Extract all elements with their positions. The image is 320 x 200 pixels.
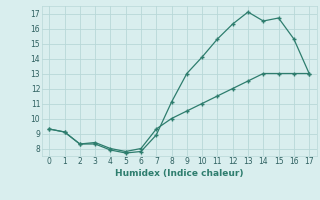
X-axis label: Humidex (Indice chaleur): Humidex (Indice chaleur)	[115, 169, 244, 178]
